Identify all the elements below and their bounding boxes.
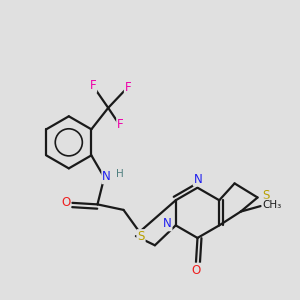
Text: F: F <box>125 81 131 94</box>
Text: O: O <box>61 196 70 209</box>
Text: N: N <box>163 217 172 230</box>
Text: CH₃: CH₃ <box>262 200 282 209</box>
Text: F: F <box>90 79 96 92</box>
Text: S: S <box>262 190 270 202</box>
Text: N: N <box>194 172 203 186</box>
Text: H: H <box>116 169 124 179</box>
Text: S: S <box>137 230 145 243</box>
Text: O: O <box>191 264 201 277</box>
Text: F: F <box>117 118 124 130</box>
Text: N: N <box>102 170 111 183</box>
